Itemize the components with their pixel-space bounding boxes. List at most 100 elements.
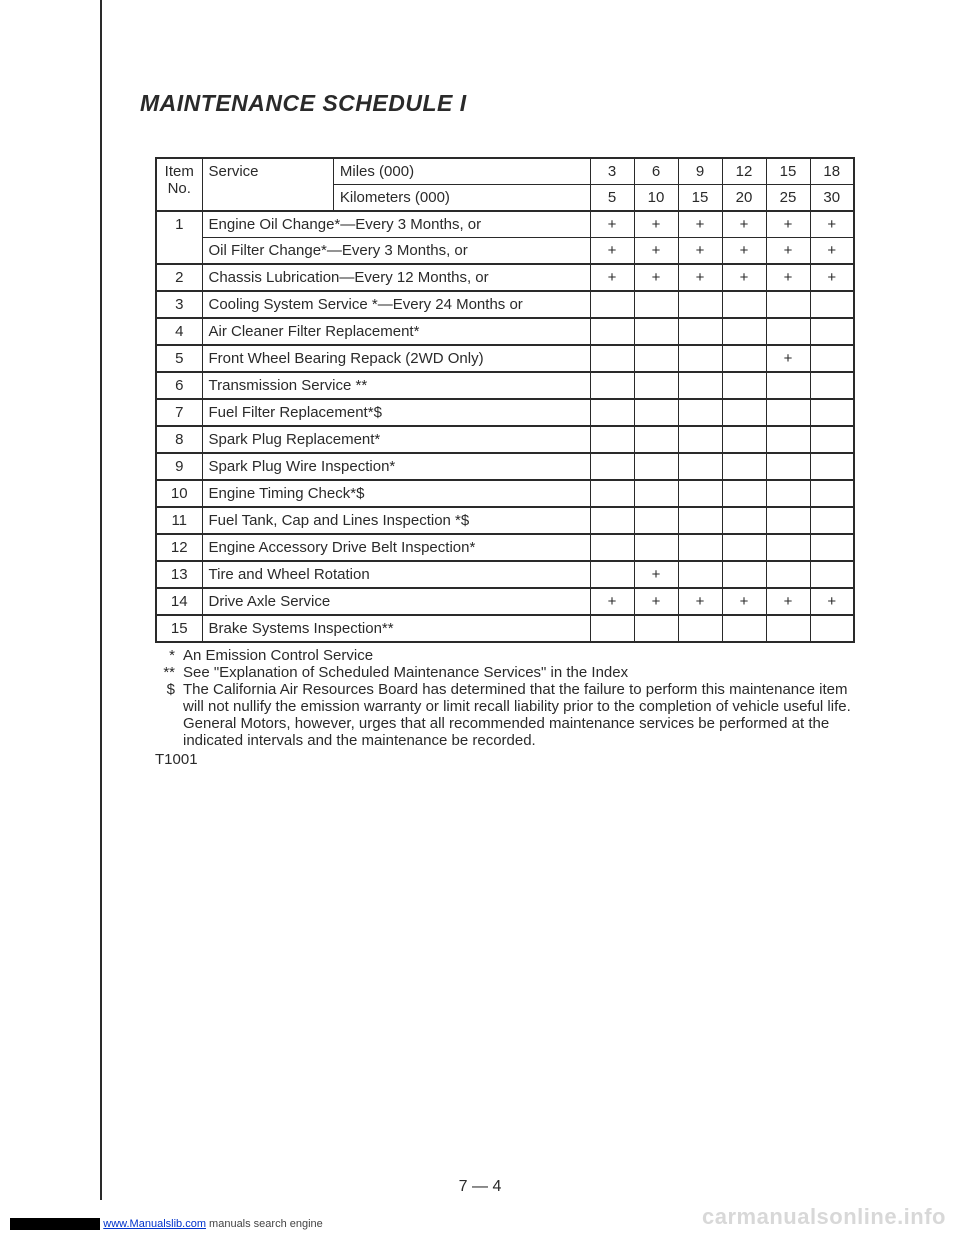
row-mark: + — [766, 345, 810, 372]
row-mark — [766, 291, 810, 318]
hdr-miles-val: 3 — [590, 158, 634, 185]
row-mark — [590, 318, 634, 345]
row-mark — [590, 480, 634, 507]
row-mark — [678, 561, 722, 588]
hdr-miles-val: 6 — [634, 158, 678, 185]
row-mark — [810, 345, 854, 372]
row-no: 10 — [156, 480, 202, 507]
row-service: Air Cleaner Filter Replacement* — [202, 318, 590, 345]
row-mark: + — [678, 211, 722, 238]
footnote-symbol: $ — [155, 681, 183, 749]
footnote-symbol: ** — [155, 664, 183, 681]
row-mark — [810, 453, 854, 480]
row-mark: + — [810, 238, 854, 265]
row-mark: + — [678, 238, 722, 265]
row-mark — [634, 291, 678, 318]
row-mark — [766, 372, 810, 399]
row-mark — [678, 291, 722, 318]
row-mark — [634, 615, 678, 642]
row-mark — [766, 480, 810, 507]
row-mark — [766, 615, 810, 642]
table-code: T1001 — [155, 751, 900, 768]
row-mark: + — [810, 211, 854, 238]
hdr-km-val: 15 — [678, 185, 722, 212]
hdr-km-val: 5 — [590, 185, 634, 212]
row-mark — [722, 372, 766, 399]
row-mark — [722, 615, 766, 642]
row-mark: + — [810, 588, 854, 615]
row-mark — [810, 399, 854, 426]
hdr-miles-val: 18 — [810, 158, 854, 185]
row-no: 12 — [156, 534, 202, 561]
row-mark — [766, 534, 810, 561]
row-service: Oil Filter Change*—Every 3 Months, or — [202, 238, 590, 265]
maintenance-table: ItemNo.ServiceMiles (000)369121518Kilome… — [155, 157, 855, 643]
row-mark — [722, 399, 766, 426]
row-mark — [766, 426, 810, 453]
row-mark: + — [766, 238, 810, 265]
row-mark — [722, 534, 766, 561]
hdr-km-val: 30 — [810, 185, 854, 212]
hdr-miles-val: 12 — [722, 158, 766, 185]
page-number: 7 — 4 — [0, 1178, 960, 1196]
row-mark: + — [678, 264, 722, 291]
row-service: Chassis Lubrication—Every 12 Months, or — [202, 264, 590, 291]
row-no: 7 — [156, 399, 202, 426]
row-mark — [678, 507, 722, 534]
row-no: 11 — [156, 507, 202, 534]
hdr-km-val: 25 — [766, 185, 810, 212]
row-mark — [634, 372, 678, 399]
row-mark — [810, 480, 854, 507]
row-mark — [810, 534, 854, 561]
hdr-miles-val: 15 — [766, 158, 810, 185]
row-mark: + — [722, 264, 766, 291]
row-mark: + — [722, 588, 766, 615]
row-mark — [590, 291, 634, 318]
footnote: $The California Air Resources Board has … — [155, 681, 855, 749]
row-mark — [590, 426, 634, 453]
row-service: Brake Systems Inspection** — [202, 615, 590, 642]
row-mark — [722, 318, 766, 345]
row-mark: + — [766, 211, 810, 238]
hdr-miles-val: 9 — [678, 158, 722, 185]
row-mark: + — [722, 238, 766, 265]
row-no: 9 — [156, 453, 202, 480]
row-mark — [810, 291, 854, 318]
row-no: 8 — [156, 426, 202, 453]
row-mark: + — [634, 561, 678, 588]
row-mark — [634, 426, 678, 453]
row-service: Spark Plug Wire Inspection* — [202, 453, 590, 480]
row-mark — [634, 345, 678, 372]
row-mark — [810, 615, 854, 642]
row-mark: + — [590, 238, 634, 265]
row-service: Spark Plug Replacement* — [202, 426, 590, 453]
row-service: Engine Timing Check*$ — [202, 480, 590, 507]
hdr-miles-label: Miles (000) — [333, 158, 590, 185]
hdr-km-val: 10 — [634, 185, 678, 212]
row-mark — [810, 426, 854, 453]
row-no: 4 — [156, 318, 202, 345]
row-mark — [766, 561, 810, 588]
row-mark — [678, 318, 722, 345]
row-mark — [766, 318, 810, 345]
row-mark — [722, 561, 766, 588]
row-mark — [634, 480, 678, 507]
row-mark — [634, 507, 678, 534]
row-mark — [678, 453, 722, 480]
row-service: Tire and Wheel Rotation — [202, 561, 590, 588]
hdr-service: Service — [202, 158, 333, 211]
row-mark — [590, 372, 634, 399]
row-mark — [810, 561, 854, 588]
row-service: Transmission Service ** — [202, 372, 590, 399]
row-mark — [678, 615, 722, 642]
row-mark — [766, 507, 810, 534]
row-mark: + — [722, 211, 766, 238]
row-no: 2 — [156, 264, 202, 291]
row-mark — [766, 453, 810, 480]
hdr-km-label: Kilometers (000) — [333, 185, 590, 212]
footer-blocked: Downloaded from — [10, 1218, 100, 1230]
row-mark — [678, 372, 722, 399]
watermark: carmanualsonline.info — [702, 1204, 946, 1230]
footer-link[interactable]: www.Manualslib.com — [103, 1218, 206, 1230]
row-no: 5 — [156, 345, 202, 372]
